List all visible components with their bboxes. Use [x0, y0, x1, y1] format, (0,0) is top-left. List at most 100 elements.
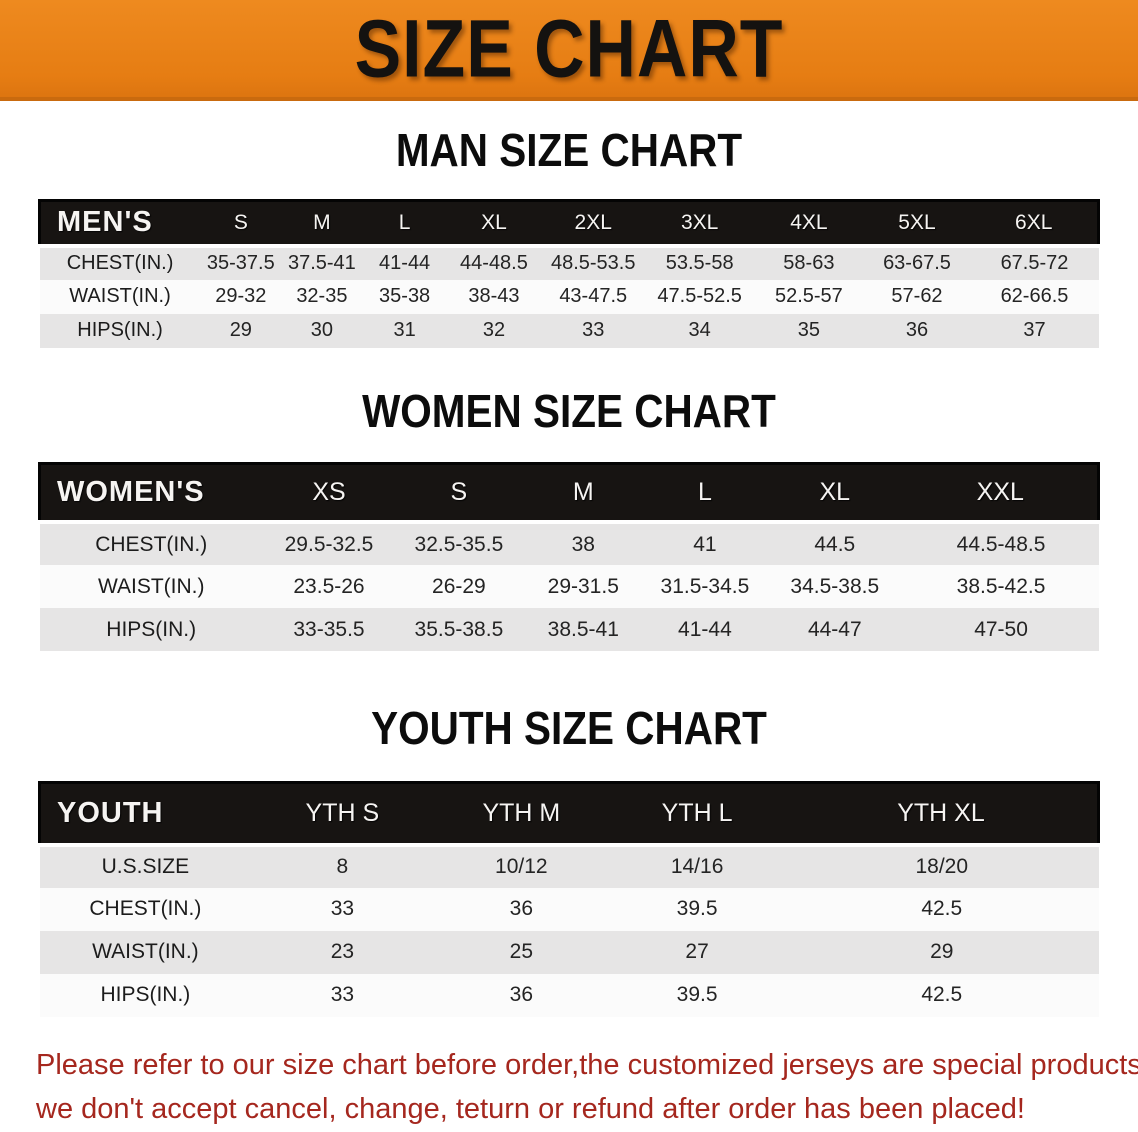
- size-header-cell: 3XL: [645, 199, 755, 247]
- measurement-row: HIPS(IN.) 29 30 31 32 33 34 35 36 37: [39, 313, 1099, 348]
- measurement-value-cell: 18/20: [785, 842, 1099, 888]
- measurement-value-cell: 62-66.5: [970, 279, 1099, 314]
- measurement-row: HIPS(IN.) 33-35.5 35.5-38.5 38.5-41 41-44 44-…: [39, 608, 1099, 651]
- measurement-value-cell: 23: [251, 930, 434, 974]
- measurement-value-cell: 36: [863, 313, 971, 348]
- youth-size-chart-heading: YOUTH SIZE CHART: [371, 702, 767, 754]
- measurement-value-cell: 38-43: [446, 279, 542, 314]
- measurement-value-cell: 44.5-48.5: [903, 520, 1099, 565]
- disclaimer-text: Please refer to our size chart before or…: [0, 1043, 1138, 1132]
- disclaimer-line-1: Please refer to our size chart before or…: [36, 1048, 1138, 1081]
- measurement-value-cell: 31: [362, 313, 447, 348]
- measurement-value-cell: 44.5: [766, 520, 904, 565]
- measurement-row: CHEST(IN.) 33 36 39.5 42.5: [39, 887, 1099, 931]
- measurement-value-cell: 29: [200, 313, 282, 348]
- measurement-value-cell: 29: [785, 930, 1099, 974]
- measurement-label-cell: HIPS(IN.): [39, 608, 263, 651]
- measurement-value-cell: 35-37.5: [200, 243, 282, 280]
- measurement-value-cell: 38: [522, 520, 644, 565]
- size-header-cell: XL: [766, 461, 904, 524]
- measurement-value-cell: 35.5-38.5: [395, 608, 523, 651]
- measurement-value-cell: 41-44: [643, 608, 766, 651]
- measurement-value-cell: 8: [251, 842, 434, 888]
- measurement-label-cell: WAIST(IN.): [39, 279, 201, 314]
- size-header-cell: S: [200, 199, 282, 247]
- size-header-cell: 6XL: [970, 199, 1101, 247]
- measurement-value-cell: 23.5-26: [262, 565, 396, 608]
- size-header-cell: YTH M: [433, 781, 610, 846]
- measurement-value-cell: 26-29: [395, 565, 523, 608]
- man-size-chart-heading: MAN SIZE CHART: [395, 124, 743, 176]
- size-header-cell: L: [643, 461, 766, 524]
- measurement-label-cell: HIPS(IN.): [39, 313, 201, 348]
- measurement-row: CHEST(IN.) 29.5-32.5 32.5-35.5 38 41 44.5 44.5…: [39, 520, 1099, 565]
- table-header-row: MEN'S S M L XL 2XL 3XL 4XL 5XL 6XL: [37, 199, 1101, 247]
- table-header-row: WOMEN'S XS S M L XL XXL: [37, 461, 1100, 524]
- size-header-cell: XXL: [903, 461, 1100, 524]
- measurement-value-cell: 52.5-57: [754, 279, 864, 314]
- measurement-value-cell: 32.5-35.5: [395, 520, 523, 565]
- measurement-row: WAIST(IN.) 29-32 32-35 35-38 38-43 43-47.5 47.…: [39, 279, 1099, 314]
- measurement-value-cell: 44-47: [766, 608, 904, 651]
- size-header-cell: 5XL: [863, 199, 971, 247]
- measurement-value-cell: 63-67.5: [863, 243, 971, 280]
- measurement-value-cell: 29-32: [200, 279, 282, 314]
- measurement-row: U.S.SIZE 8 10/12 14/16 18/20: [39, 842, 1099, 888]
- measurement-value-cell: 29-31.5: [522, 565, 644, 608]
- measurement-value-cell: 10/12: [433, 842, 610, 888]
- women-size-chart-heading: WOMEN SIZE CHART: [362, 384, 776, 437]
- table-header-row: YOUTH YTH S YTH M YTH L YTH XL: [38, 781, 1100, 846]
- women-size-table: WOMEN'S XS S M L XL XXL CHEST(IN.) 29.5-32.5 32.5…: [37, 461, 1100, 651]
- size-header-cell: S: [395, 461, 523, 524]
- youth-size-table: YOUTH YTH S YTH M YTH L YTH XL U.S.SIZE 8 10/12…: [38, 781, 1100, 1017]
- measurement-value-cell: 27: [609, 930, 785, 974]
- measurement-value-cell: 67.5-72: [970, 243, 1099, 280]
- size-header-cell: 4XL: [754, 199, 864, 247]
- measurement-row: WAIST(IN.) 23 25 27 29: [39, 930, 1099, 974]
- measurement-value-cell: 48.5-53.5: [541, 243, 646, 280]
- measurement-value-cell: 32-35: [281, 279, 363, 314]
- measurement-value-cell: 36: [433, 973, 610, 1017]
- size-header-cell: XL: [446, 199, 542, 247]
- measurement-value-cell: 35: [754, 313, 864, 348]
- measurement-value-cell: 47.5-52.5: [645, 279, 755, 314]
- size-chart-banner: SIZE CHART: [0, 0, 1138, 101]
- table-title-cell: YOUTH: [38, 781, 252, 846]
- measurement-value-cell: 25: [433, 930, 610, 974]
- size-header-cell: L: [362, 199, 447, 247]
- size-header-cell: 2XL: [541, 199, 646, 247]
- measurement-value-cell: 43-47.5: [541, 279, 646, 314]
- size-header-cell: M: [522, 461, 644, 524]
- measurement-value-cell: 34.5-38.5: [766, 565, 904, 608]
- size-header-cell: M: [281, 199, 363, 247]
- measurement-value-cell: 33: [251, 887, 434, 931]
- measurement-value-cell: 57-62: [863, 279, 971, 314]
- disclaimer-line-2: we don't accept cancel, change, teturn o…: [36, 1093, 1025, 1126]
- measurement-value-cell: 14/16: [609, 842, 785, 888]
- measurement-value-cell: 41-44: [362, 243, 447, 280]
- measurement-value-cell: 44-48.5: [446, 243, 542, 280]
- size-header-cell: YTH XL: [785, 781, 1100, 846]
- measurement-label-cell: CHEST(IN.): [39, 243, 201, 280]
- measurement-label-cell: CHEST(IN.): [39, 887, 252, 931]
- men-size-table: MEN'S S M L XL 2XL 3XL 4XL 5XL 6XL CHEST(IN.) 35-37…: [37, 199, 1101, 348]
- measurement-label-cell: U.S.SIZE: [39, 842, 252, 888]
- size-header-cell: XS: [262, 461, 396, 524]
- banner-title: SIZE CHART: [354, 2, 784, 95]
- measurement-value-cell: 42.5: [785, 973, 1099, 1017]
- measurement-value-cell: 30: [281, 313, 363, 348]
- measurement-label-cell: WAIST(IN.): [39, 565, 263, 608]
- measurement-row: HIPS(IN.) 33 36 39.5 42.5: [39, 973, 1099, 1017]
- table-title-cell: WOMEN'S: [37, 461, 263, 524]
- measurement-value-cell: 33: [541, 313, 646, 348]
- measurement-value-cell: 47-50: [903, 608, 1099, 651]
- measurement-value-cell: 31.5-34.5: [643, 565, 766, 608]
- measurement-value-cell: 53.5-58: [645, 243, 755, 280]
- measurement-row: WAIST(IN.) 23.5-26 26-29 29-31.5 31.5-34.5 34…: [39, 565, 1099, 608]
- measurement-value-cell: 39.5: [609, 973, 785, 1017]
- measurement-value-cell: 37: [970, 313, 1099, 348]
- measurement-value-cell: 33-35.5: [262, 608, 396, 651]
- measurement-value-cell: 34: [645, 313, 755, 348]
- measurement-value-cell: 38.5-41: [522, 608, 644, 651]
- measurement-row: CHEST(IN.) 35-37.5 37.5-41 41-44 44-48.5 48.5…: [39, 243, 1099, 280]
